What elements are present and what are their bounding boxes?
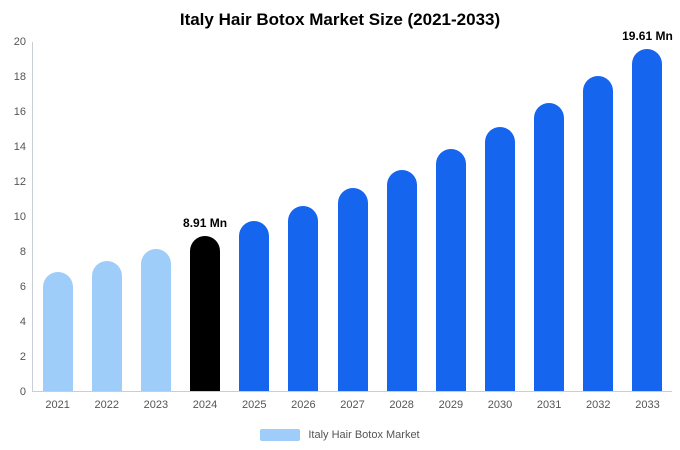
y-tick-label-12: 12: [13, 176, 26, 188]
bar-group-2032: 2032: [574, 42, 623, 411]
legend-swatch: [260, 429, 301, 441]
y-axis: 0 2 4 6 8 10 12 14 16 18 20: [0, 36, 26, 398]
bar-2023: [140, 248, 171, 391]
bar-2022: [91, 260, 122, 391]
y-tick-label-16: 16: [13, 106, 26, 118]
bar-group-2029: 2029: [426, 42, 475, 411]
x-tick-label-2030: 2030: [487, 399, 513, 411]
legend-label: Italy Hair Botox Market: [308, 429, 420, 441]
y-tick-label-4: 4: [19, 316, 26, 328]
bar-group-2023: 2023: [131, 42, 180, 411]
bar-2024: [190, 235, 221, 391]
x-tick-label-2023: 2023: [143, 399, 169, 411]
y-tick-label-10: 10: [13, 211, 26, 223]
bar-2028: [386, 169, 417, 391]
bar-2029: [435, 149, 466, 391]
bar-group-2025: 2025: [230, 42, 279, 411]
bar-2032: [583, 76, 614, 391]
bar-group-2021: 2021: [33, 42, 82, 411]
y-tick-label-8: 8: [19, 246, 26, 258]
bars: 2021 2022 2023 8.91 Mn 2024 2025 2026 2027 2028 2…: [33, 29, 673, 411]
chart-title: Italy Hair Botox Market Size (2021-2033): [179, 10, 501, 29]
bar-2025: [239, 221, 270, 391]
bar-group-2026: 2026: [279, 42, 328, 411]
bar-2033: [632, 48, 663, 391]
bar-group-2030: 2030: [475, 42, 524, 411]
x-tick-label-2032: 2032: [586, 399, 611, 411]
y-tick-label-20: 20: [13, 36, 26, 48]
x-tick-label-2025: 2025: [241, 399, 267, 411]
y-tick-label-2: 2: [19, 351, 26, 363]
x-tick-label-2021: 2021: [45, 399, 70, 411]
bar-group-2022: 2022: [82, 42, 131, 411]
x-tick-label-2029: 2029: [438, 399, 464, 411]
bar-group-2024: 8.91 Mn 2024: [180, 42, 229, 411]
bar-group-2028: 2028: [377, 42, 426, 411]
bar-2027: [337, 188, 368, 391]
bar-value-label-2033: 19.61 Mn: [622, 28, 673, 43]
x-tick-label-2028: 2028: [389, 399, 414, 411]
bar-2030: [484, 126, 515, 391]
bar-2031: [534, 102, 565, 391]
y-tick-label-14: 14: [13, 141, 26, 153]
legend: Italy Hair Botox Market: [0, 429, 680, 441]
y-tick-label-18: 18: [13, 71, 26, 83]
bar-group-2031: 2031: [525, 42, 574, 411]
y-tick-label-0: 0: [19, 386, 26, 398]
bar-2026: [288, 205, 319, 391]
bar-value-label-2024: 8.91 Mn: [183, 215, 228, 230]
x-tick-label-2024: 2024: [192, 399, 218, 411]
bar-2021: [42, 271, 73, 391]
x-tick-label-2022: 2022: [94, 399, 119, 411]
plot-area: 2021 2022 2023 8.91 Mn 2024 2025 2026 2027 2028 2…: [32, 29, 673, 411]
x-tick-label-2027: 2027: [340, 399, 365, 411]
x-tick-label-2033: 2033: [635, 399, 660, 411]
x-tick-label-2026: 2026: [291, 399, 316, 411]
x-tick-label-2031: 2031: [536, 399, 562, 411]
bar-group-2027: 2027: [328, 42, 377, 411]
y-tick-label-6: 6: [19, 281, 26, 293]
bar-group-2033: 19.61 Mn 2033: [622, 29, 673, 411]
